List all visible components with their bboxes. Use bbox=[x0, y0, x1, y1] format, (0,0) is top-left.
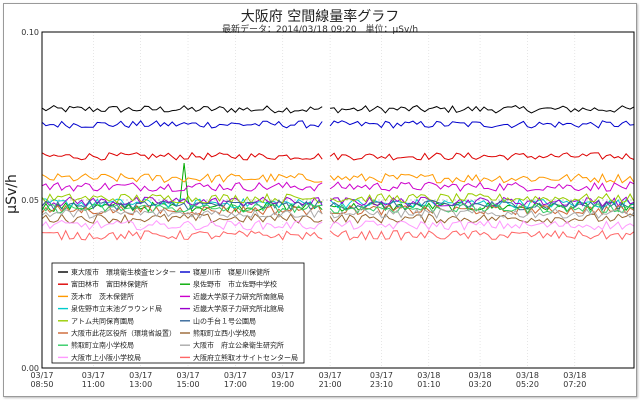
legend-entry: 大阪市此花区役所（環境省設置） bbox=[71, 329, 176, 338]
x-tick-date: 03/18 bbox=[563, 371, 586, 380]
updated-label: 最新データ：2014/03/18 09:20 bbox=[221, 25, 357, 35]
x-tick-time: 11:00 bbox=[82, 380, 105, 389]
x-tick-date: 03/18 bbox=[469, 371, 492, 380]
series-line-9-1 bbox=[329, 199, 635, 211]
series-line-2-0 bbox=[41, 151, 323, 161]
x-tick-time: 05:20 bbox=[516, 380, 539, 389]
legend-entry: 大阪府立熊取オサイトセンター局 bbox=[193, 353, 298, 362]
series-line-5-1 bbox=[329, 181, 635, 192]
x-tick-date: 03/18 bbox=[417, 371, 440, 380]
series-line-8-1 bbox=[329, 192, 635, 204]
axes: 03/1708:5003/1711:0003/1713:0003/1715:00… bbox=[4, 28, 586, 389]
legend-entry: 熊取町立西小学校局 bbox=[193, 329, 256, 338]
series-line-1-1 bbox=[329, 120, 635, 129]
x-tick-date: 03/18 bbox=[516, 371, 539, 380]
series-line-8-0 bbox=[41, 192, 323, 204]
legend-entry: 泉佐野市 市立佐野中学校 bbox=[193, 280, 277, 289]
legend-entry: 泉佐野市立末池グラウンド局 bbox=[71, 304, 162, 313]
x-tick-time: 23:10 bbox=[370, 380, 393, 389]
series-line-15-1 bbox=[329, 229, 635, 242]
x-tick-time: 21:00 bbox=[319, 380, 342, 389]
x-tick-time: 03:20 bbox=[469, 380, 492, 389]
legend-entry: 近畿大学原子力研究所南館局 bbox=[193, 292, 284, 301]
series-line-11-1 bbox=[329, 213, 635, 224]
x-tick-date: 03/17 bbox=[176, 371, 199, 380]
y-tick-label: 0.00 bbox=[21, 364, 39, 373]
x-tick-time: 19:00 bbox=[271, 380, 294, 389]
series-line-5-0 bbox=[41, 181, 323, 192]
x-tick-date: 03/17 bbox=[271, 371, 294, 380]
x-tick-date: 03/17 bbox=[319, 371, 342, 380]
plot-area bbox=[41, 31, 635, 369]
series-line-14-1 bbox=[329, 219, 635, 231]
x-tick-time: 01:10 bbox=[417, 380, 440, 389]
x-tick-date: 03/17 bbox=[30, 371, 53, 380]
series-line-4-0 bbox=[41, 172, 323, 184]
series-line-2-1 bbox=[329, 152, 635, 161]
y-tick-label: 0.05 bbox=[21, 196, 39, 205]
x-tick-time: 15:00 bbox=[176, 380, 199, 389]
legend-entry: アトム共同保育園局 bbox=[71, 316, 134, 325]
legend-entry: 茨木市 茨木保健所 bbox=[71, 292, 134, 301]
legend-entry: 寝屋川市 寝屋川保健所 bbox=[193, 268, 270, 277]
legend-entry: 大阪市上小阪小学校局 bbox=[71, 353, 141, 362]
legend-entry: 富田林市 富田林保健所 bbox=[71, 280, 148, 289]
series-line-4-1 bbox=[329, 172, 635, 184]
legend-entry: 東大阪市 環境衛生検査センター bbox=[71, 268, 176, 277]
legend-entry: 大阪市 府立公衆衛生研究所 bbox=[193, 341, 284, 350]
legend-entry: 近畿大学原子力研究所北館局 bbox=[193, 304, 284, 313]
x-tick-date: 03/17 bbox=[224, 371, 247, 380]
x-tick-time: 07:20 bbox=[563, 380, 586, 389]
series-line-1-0 bbox=[41, 119, 323, 129]
x-tick-date: 03/17 bbox=[82, 371, 105, 380]
legend-entry: 山の手台１号公園局 bbox=[193, 316, 256, 325]
x-tick-date: 03/17 bbox=[370, 371, 393, 380]
chart-title: 大阪府 空間線量率グラフ bbox=[240, 9, 400, 25]
x-tick-time: 17:00 bbox=[224, 380, 247, 389]
x-tick-time: 08:50 bbox=[30, 380, 53, 389]
series-line-11-0 bbox=[41, 213, 323, 224]
series-line-0-1 bbox=[330, 105, 635, 114]
series-line-3-0 bbox=[41, 162, 323, 213]
chart-subtitle: 最新データ：2014/03/18 09:20 単位：μSv/h bbox=[0, 22, 640, 35]
legend-box bbox=[51, 262, 305, 364]
x-tick-time: 13:00 bbox=[129, 380, 152, 389]
x-tick-date: 03/17 bbox=[129, 371, 152, 380]
series-line-14-0 bbox=[41, 219, 323, 231]
series-line-13-0 bbox=[41, 208, 323, 219]
y-axis-label: μSv/h bbox=[4, 174, 20, 214]
unit-label: 単位：μSv/h bbox=[365, 25, 419, 35]
legend-entry: 熊取町立南小学校局 bbox=[71, 341, 134, 350]
series-line-15-0 bbox=[41, 229, 323, 241]
series-line-12-1 bbox=[329, 202, 635, 214]
series-line-0-0 bbox=[41, 105, 323, 114]
series-line-13-1 bbox=[329, 208, 635, 220]
series-lines bbox=[41, 105, 635, 242]
series-line-10-1 bbox=[330, 204, 635, 216]
y-tick-label: 0.10 bbox=[21, 28, 39, 37]
series-line-12-0 bbox=[41, 203, 323, 214]
